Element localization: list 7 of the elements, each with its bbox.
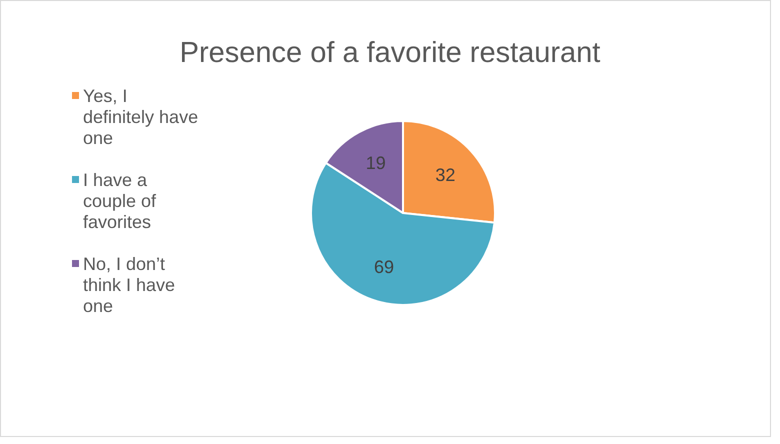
chart-title: Presence of a favorite restaurant — [180, 37, 600, 69]
data-label: 32 — [435, 165, 456, 186]
legend-label: I have a couple of favorites — [83, 170, 158, 232]
data-label: 19 — [366, 153, 386, 174]
legend-label: Yes, I definitely have one — [83, 86, 198, 148]
legend-label: No, I don’t think I have one — [83, 254, 176, 316]
data-label: 69 — [374, 257, 394, 278]
